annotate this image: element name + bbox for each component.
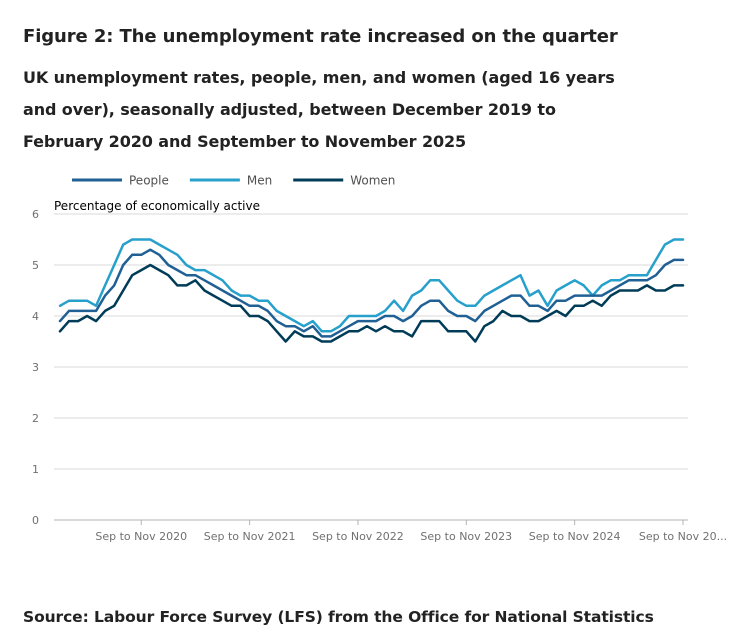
series-line-men [58, 238, 685, 333]
x-axis: Sep to Nov 2020 Sep to Nov 2021 Sep to Nov… [54, 519, 727, 543]
figure-title: Figure 2: The unemployment rate increase… [23, 26, 618, 47]
gridlines [54, 213, 688, 470]
y-tick-label: 0 [32, 514, 39, 527]
y-tick-label: 5 [32, 259, 39, 272]
y-axis-ticks: 0 1 2 3 4 5 6 [32, 208, 39, 527]
x-tick-label: Sep to Nov 2022 [312, 530, 404, 543]
legend-label-women: Women [350, 174, 395, 188]
y-tick-label: 2 [32, 412, 39, 425]
y-tick-label: 4 [32, 310, 39, 323]
y-tick-label: 1 [32, 463, 39, 476]
x-tick-label: Sep to Nov 2021 [204, 530, 296, 543]
line-chart: People Men Women Percentage of economicall… [32, 174, 727, 544]
legend-label-men: Men [247, 174, 272, 188]
x-tick-label: Sep to Nov 2024 [529, 530, 621, 543]
x-tick-label: Sep to Nov 2023 [420, 530, 512, 543]
series-line-people [58, 248, 685, 338]
y-axis-label: Percentage of economically active [54, 199, 260, 213]
y-tick-label: 3 [32, 361, 39, 374]
figure-subtitle: UK unemployment rates, people, men, and … [23, 68, 615, 151]
series-line-women [58, 263, 685, 343]
x-tick-label: Sep to Nov 20... [639, 530, 727, 543]
legend-label-people: People [129, 174, 169, 188]
series-lines [58, 238, 685, 343]
x-tick-label: Sep to Nov 2020 [95, 530, 187, 543]
chart-legend: People Men Women [72, 174, 395, 188]
figure-source: Source: Labour Force Survey (LFS) from t… [23, 608, 654, 626]
y-tick-label: 6 [32, 208, 39, 221]
